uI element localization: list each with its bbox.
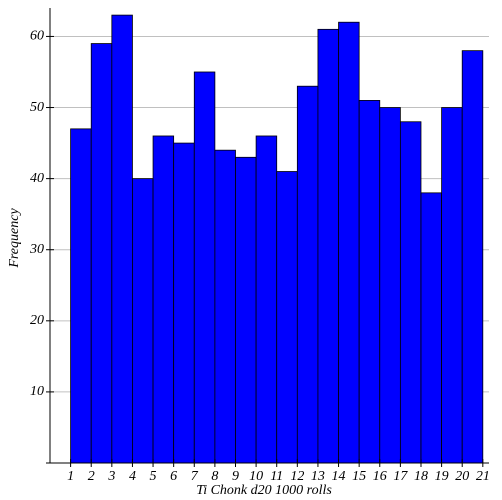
- bar: [235, 156, 257, 464]
- x-axis-label: Ti Chonk d20 1000 rolls: [196, 483, 332, 498]
- x-tick-label: 5: [150, 469, 157, 484]
- bar: [296, 85, 319, 464]
- bar: [441, 107, 463, 464]
- y-tick-label: 30: [29, 242, 44, 257]
- bar: [276, 171, 298, 464]
- bar: [461, 50, 484, 464]
- bar: [152, 135, 175, 464]
- x-tick-label: 4: [129, 469, 136, 484]
- x-tick-label: 21: [476, 469, 490, 484]
- y-tick-label: 60: [30, 29, 44, 44]
- y-axis-label: Frequency: [7, 208, 22, 269]
- x-tick-label: 12: [290, 469, 304, 484]
- x-tick-label: 3: [107, 469, 115, 484]
- bar: [70, 128, 92, 464]
- y-tick-label: 10: [30, 384, 44, 399]
- x-tick-label: 17: [393, 469, 408, 484]
- x-tick-label: 16: [373, 469, 387, 484]
- x-tick-label: 11: [270, 469, 283, 484]
- bar: [358, 100, 381, 464]
- bar: [132, 178, 154, 464]
- bar: [379, 107, 401, 464]
- x-tick-label: 6: [170, 469, 177, 484]
- bar: [111, 14, 133, 464]
- y-tick-label: 40: [30, 171, 44, 186]
- x-tick-label: 8: [211, 469, 218, 484]
- x-tick-label: 20: [455, 469, 469, 484]
- bar: [420, 192, 442, 464]
- x-tick-label: 2: [88, 469, 95, 484]
- x-tick-label: 14: [332, 469, 346, 484]
- x-tick-label: 15: [352, 469, 366, 484]
- bar: [90, 43, 113, 464]
- x-tick-label: 9: [232, 469, 239, 484]
- bar: [173, 142, 195, 464]
- y-tick-label: 20: [30, 313, 44, 328]
- bar: [214, 149, 236, 464]
- bar: [317, 28, 339, 464]
- x-tick-label: 10: [249, 469, 263, 484]
- x-tick-label: 18: [414, 469, 428, 484]
- x-tick-label: 19: [435, 469, 449, 484]
- bar: [255, 135, 278, 464]
- x-tick-label: 1: [67, 469, 74, 484]
- x-tick-label: 13: [311, 469, 325, 484]
- x-tick-label: 7: [191, 469, 199, 484]
- bar: [399, 121, 422, 464]
- bar: [193, 71, 216, 464]
- y-tick-label: 50: [30, 100, 44, 115]
- bar: [338, 21, 360, 464]
